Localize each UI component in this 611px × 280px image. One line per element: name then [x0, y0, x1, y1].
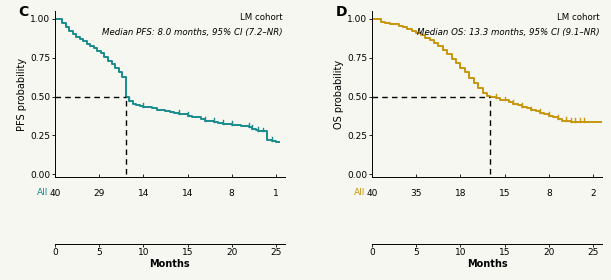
Text: LM cohort: LM cohort — [557, 13, 599, 22]
Text: 14: 14 — [182, 189, 193, 198]
Text: 40: 40 — [367, 189, 378, 198]
Y-axis label: PFS probability: PFS probability — [17, 58, 27, 131]
Text: 18: 18 — [455, 189, 466, 198]
X-axis label: Months: Months — [467, 259, 507, 269]
Text: D: D — [335, 4, 347, 18]
Y-axis label: OS probability: OS probability — [334, 60, 345, 129]
Text: 15: 15 — [499, 189, 510, 198]
Text: C: C — [18, 4, 29, 18]
Text: 2: 2 — [590, 189, 596, 198]
Text: 8: 8 — [546, 189, 552, 198]
Text: Median OS: 13.3 months, 95% CI (9.1–NR): Median OS: 13.3 months, 95% CI (9.1–NR) — [417, 28, 599, 37]
Text: Median PFS: 8.0 months, 95% CI (7.2–NR): Median PFS: 8.0 months, 95% CI (7.2–NR) — [102, 28, 282, 37]
Text: All: All — [354, 188, 365, 197]
Text: All: All — [37, 188, 48, 197]
Text: 35: 35 — [411, 189, 422, 198]
Text: 40: 40 — [49, 189, 60, 198]
Text: 8: 8 — [229, 189, 235, 198]
Text: 1: 1 — [273, 189, 279, 198]
X-axis label: Months: Months — [150, 259, 190, 269]
Text: 14: 14 — [137, 189, 149, 198]
Text: 29: 29 — [93, 189, 105, 198]
Text: LM cohort: LM cohort — [240, 13, 282, 22]
